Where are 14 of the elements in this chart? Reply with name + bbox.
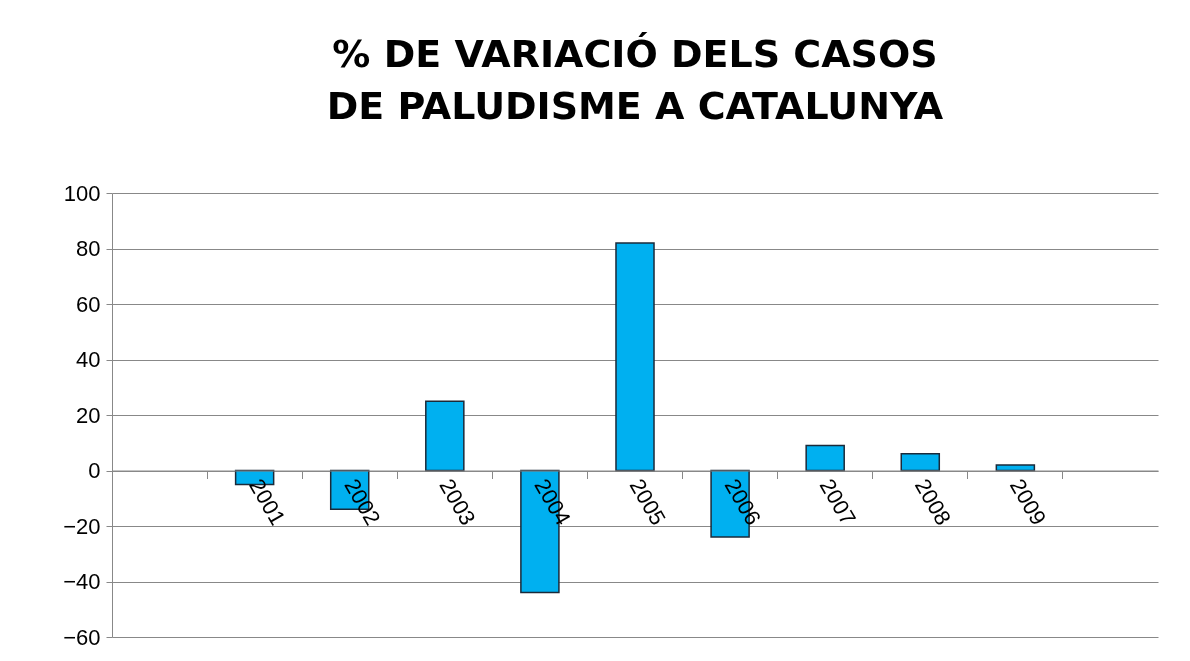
y-tick-label: 40 [76, 347, 101, 372]
y-tick-label: 100 [63, 180, 101, 206]
bar [900, 453, 941, 472]
bar [805, 444, 845, 472]
y-tick-label: −60 [63, 624, 101, 650]
bar [615, 242, 655, 472]
y-tick-label: 20 [76, 402, 101, 428]
y-tick-label: 0 [88, 458, 101, 483]
y-tick-label: −40 [63, 569, 101, 594]
y-tick-label: 60 [76, 291, 101, 317]
bar [425, 400, 465, 472]
chart-title: % DE VARIACIÓ DELS CASOS DE PALUDISME A CATALUNYA [326, 32, 944, 128]
y-tick-label: −20 [63, 513, 101, 539]
y-tick-label: 80 [76, 236, 101, 261]
